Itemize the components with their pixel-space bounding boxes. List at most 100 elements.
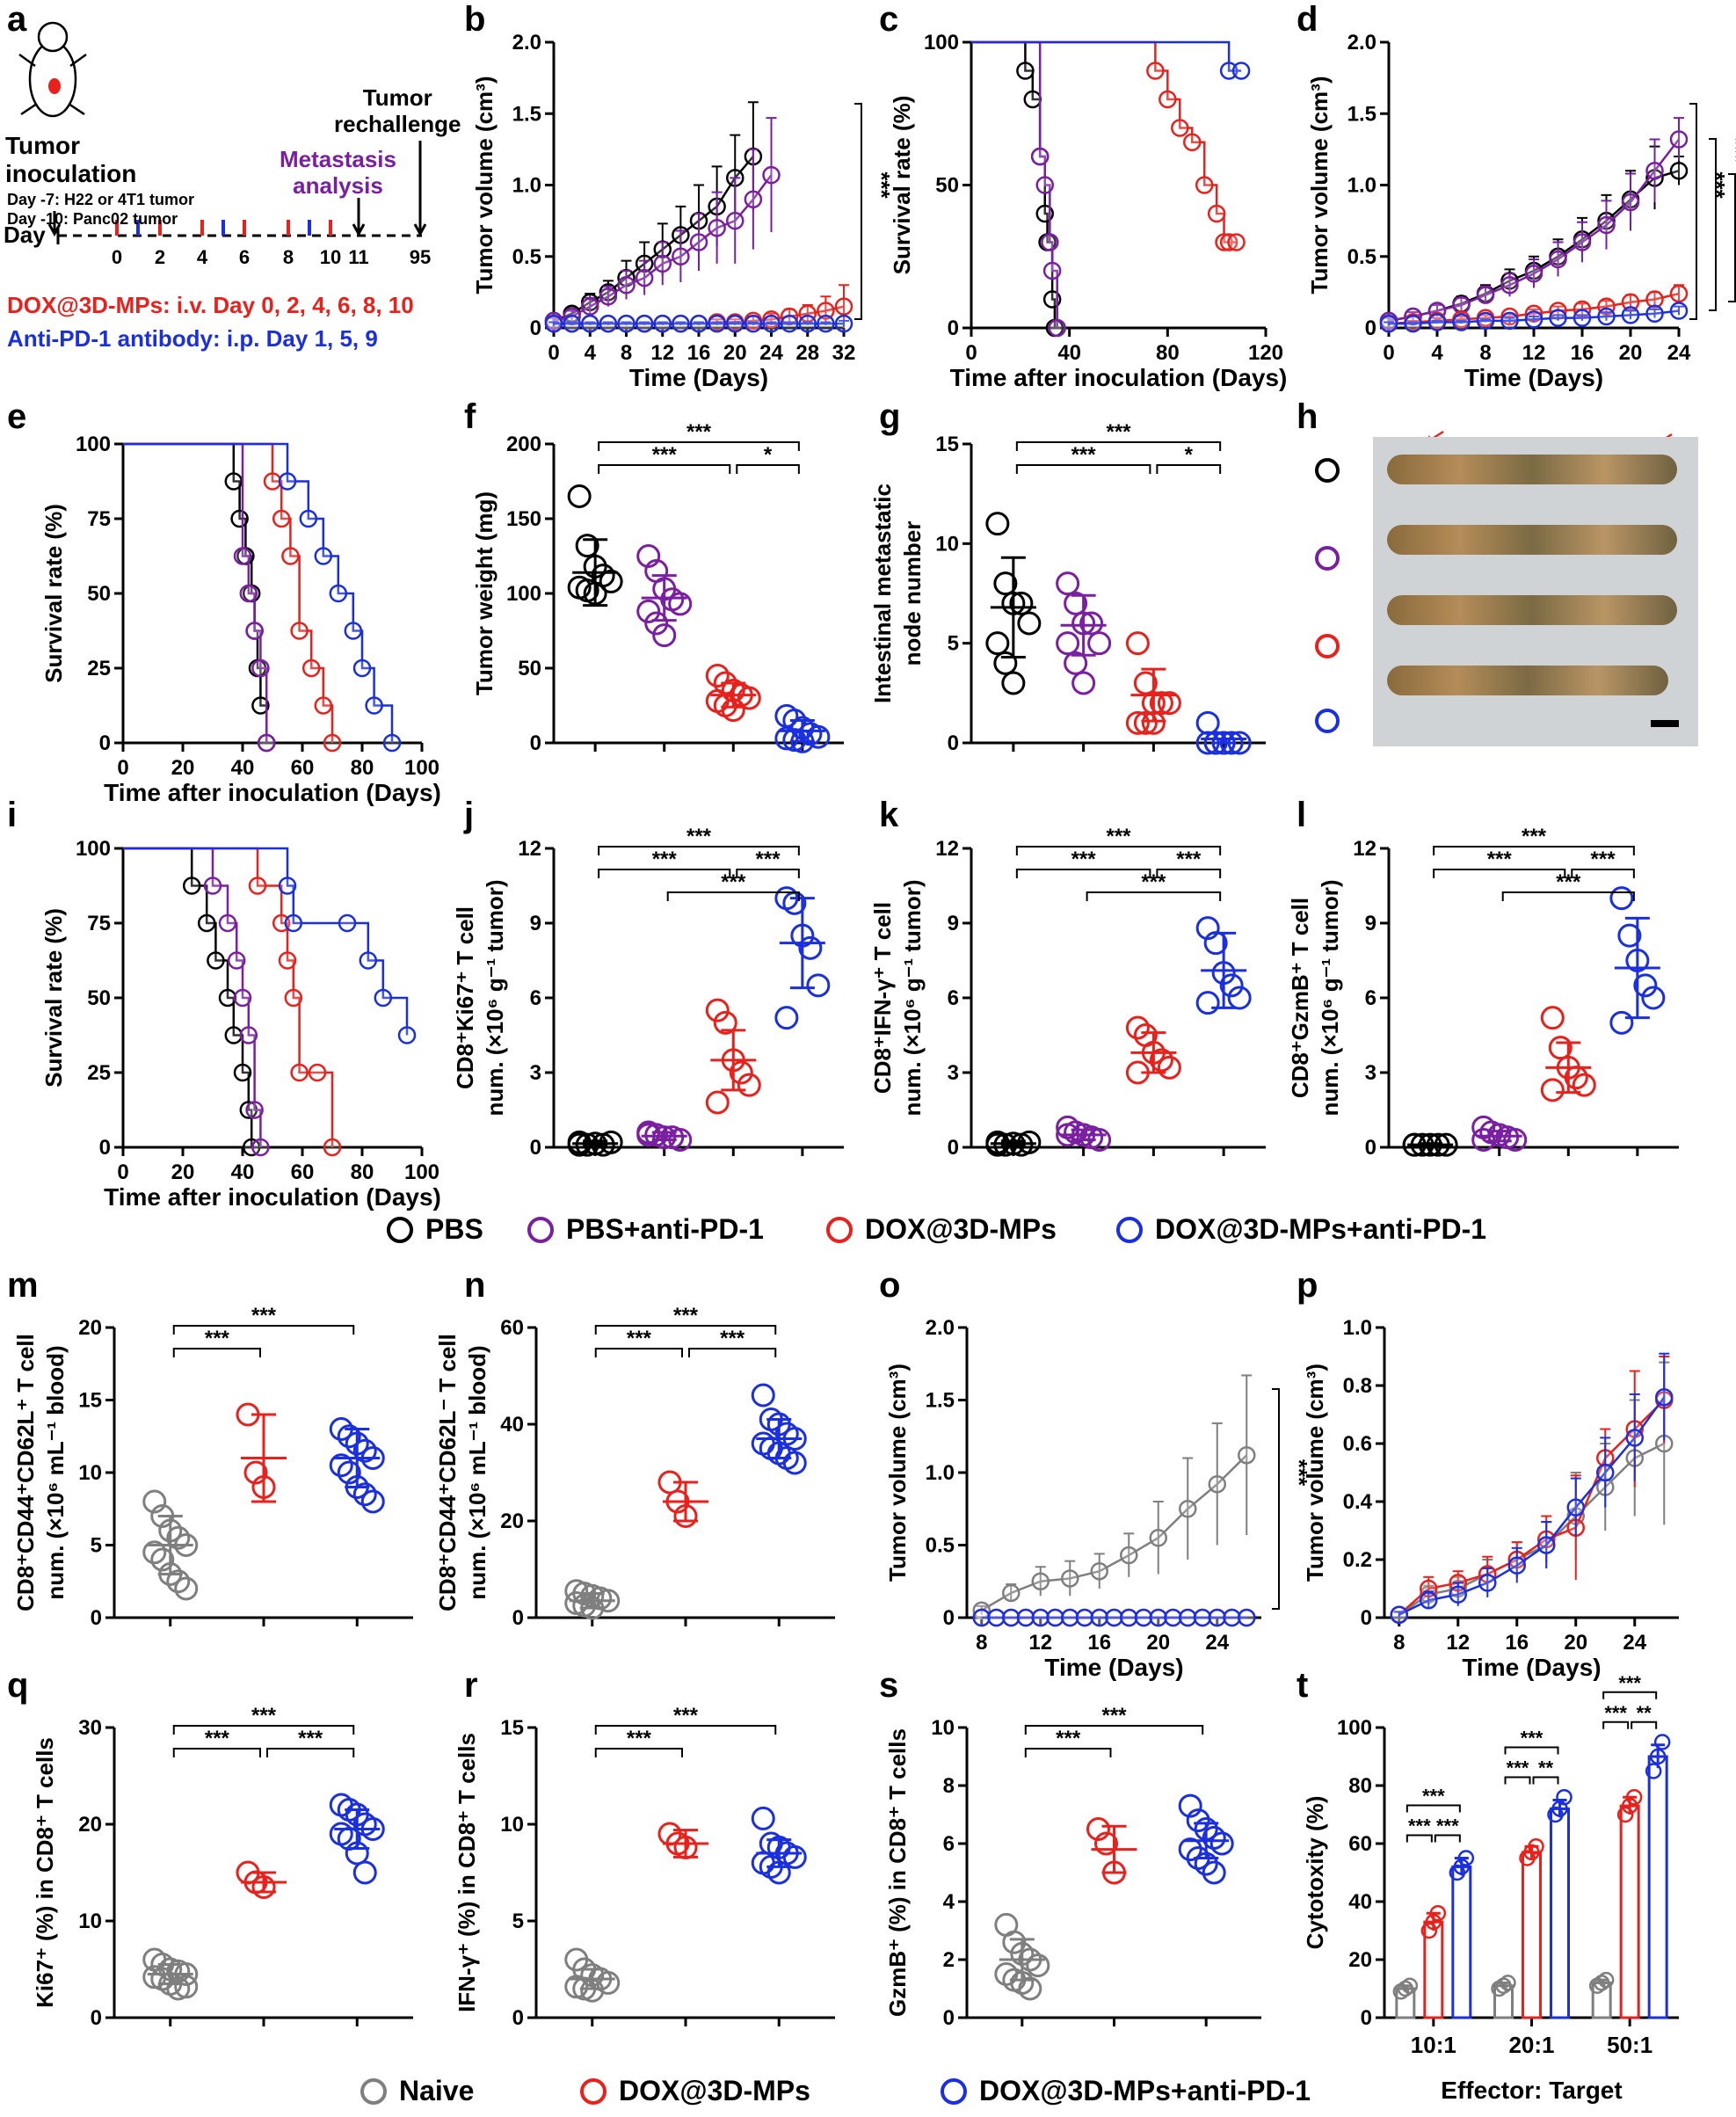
data-point [1002, 1930, 1027, 1954]
y-tick-label: 0.5 [926, 1534, 955, 1558]
data-point [1669, 130, 1689, 149]
data-point [233, 547, 252, 565]
y-tick-label: 0 [948, 1136, 959, 1160]
data-point [1042, 261, 1062, 280]
significance-bracket [172, 1348, 261, 1357]
significance-label: *** [251, 1304, 277, 1328]
data-point [1609, 1010, 1634, 1035]
significance-bracket [594, 1325, 777, 1335]
bar [1619, 1804, 1640, 2019]
data-point [1149, 1529, 1167, 1547]
data-point [203, 877, 222, 895]
data-point [1572, 1073, 1596, 1097]
legend-marker [580, 2077, 607, 2105]
y-tick-label: 0 [1361, 2006, 1372, 2030]
series-line [123, 442, 394, 743]
data-point [1195, 916, 1220, 941]
chart-panel-c: 0 50 100 Survival rate (%) Time after inocul… [889, 31, 1287, 391]
group-dox-3d-mps [1125, 631, 1181, 735]
data-point [1120, 1608, 1138, 1627]
series-dox-3d-mps [971, 40, 1246, 251]
chart-panel-r: 0 5 10 15 IFN-γ⁺ (%) in CD8⁺ T cells *** *** [454, 1704, 835, 2030]
data-point [1048, 318, 1066, 338]
data-point [1178, 1793, 1202, 1818]
y-tick-label: 1.5 [1347, 102, 1376, 126]
data-point [672, 247, 690, 266]
data-point [245, 1101, 264, 1119]
series-dox-3d-mps-anti-pd-1 [1390, 1352, 1674, 1624]
data-point [1035, 176, 1054, 194]
data-point [1645, 1763, 1662, 1779]
data-point [337, 1460, 361, 1485]
y-tick-label: 40 [500, 1413, 524, 1437]
data-point [798, 935, 823, 960]
panel-label-e: e [7, 397, 27, 436]
data-point [1500, 1975, 1516, 1991]
data-point [1219, 62, 1238, 80]
x-axis-title: Time (Days) [629, 364, 768, 391]
group-dox-3d-mps-anti-pd-1 [774, 703, 831, 753]
significance-bracket [1015, 441, 1222, 451]
data-point [301, 658, 321, 678]
data-point [1086, 1817, 1110, 1841]
y-tick-label: 9 [948, 912, 959, 935]
group-dox-3d-mps [705, 664, 761, 723]
data-point [729, 1060, 753, 1085]
x-tick-label: 16 [1505, 1631, 1529, 1655]
data-point [1449, 1585, 1467, 1604]
data-point [1207, 204, 1226, 223]
significance-label: *** [298, 1727, 323, 1750]
y-tick-label: 50 [935, 174, 959, 198]
group-dox-3d-mps-anti-pd-1 [751, 1383, 807, 1475]
chart-panel-b: 0 0.5 1.0 1.5 2.0 Tumor volume (cm³) Time (Day… [471, 31, 895, 391]
x-tick-label: 50:1 [1607, 2032, 1652, 2058]
data-point [1669, 302, 1689, 320]
y-tick-label: 25 [87, 657, 111, 680]
tumor-rechallenge-label: Tumor rechallenge [334, 84, 461, 137]
x-tick-label: 16 [1571, 341, 1594, 365]
significance-bracket [1501, 891, 1635, 901]
series-pbs-anti-pd-1 [971, 40, 1066, 338]
data-point [397, 1026, 417, 1044]
chart-panel-j: 0 3 6 9 12 CD8⁺Ki67⁺ T cell num. (×10⁶ g⁻¹ tum… [452, 825, 844, 1160]
y-tick-label: 2 [943, 1948, 955, 1972]
data-point [1540, 1078, 1565, 1102]
y-axis-title: CD8⁺CD44⁺CD62L⁻ T cell [434, 1334, 461, 1611]
significance-bracket [1631, 1721, 1658, 1729]
data-point [174, 1975, 199, 1999]
data-point [1061, 1569, 1079, 1588]
y-tick-label: 0.6 [1343, 1432, 1372, 1456]
data-point [1420, 1922, 1438, 1939]
significance-bracket [1406, 1834, 1433, 1843]
data-point [744, 314, 763, 333]
data-point [233, 988, 252, 1008]
group-naive [142, 1947, 199, 2001]
data-point [1120, 1546, 1138, 1565]
data-point [581, 314, 599, 333]
group-dox-3d-mps-anti-pd-1 [1195, 916, 1252, 1015]
y-tick-label: 0.4 [1343, 1490, 1373, 1514]
significance-label: *** [721, 870, 746, 894]
significance-label: *** [1106, 825, 1131, 848]
y-tick-label: 15 [78, 1389, 102, 1413]
data-point [1238, 1608, 1256, 1627]
significance-bracket [594, 1748, 683, 1757]
data-point [782, 1844, 807, 1869]
data-point [726, 314, 745, 333]
timeline-tick-0: 0 [111, 246, 123, 268]
significance-label: *** [720, 1327, 745, 1350]
data-point [251, 658, 270, 678]
data-point [243, 1460, 268, 1485]
data-point [617, 276, 636, 295]
x-tick-label: 16 [1087, 1631, 1111, 1655]
y-tick-label: 10 [500, 1813, 524, 1837]
y-axis-title: Tumor volume (cm³) [1302, 1364, 1328, 1582]
data-point [1507, 1556, 1526, 1575]
x-axis-title: Time (Days) [1464, 364, 1603, 391]
data-point [1645, 162, 1664, 180]
data-point [599, 569, 623, 593]
y-tick-label: 150 [506, 507, 541, 531]
data-point [284, 913, 303, 933]
y-tick-label: 10 [78, 1461, 102, 1485]
x-axis-title: Effector: Target [1441, 2077, 1622, 2104]
